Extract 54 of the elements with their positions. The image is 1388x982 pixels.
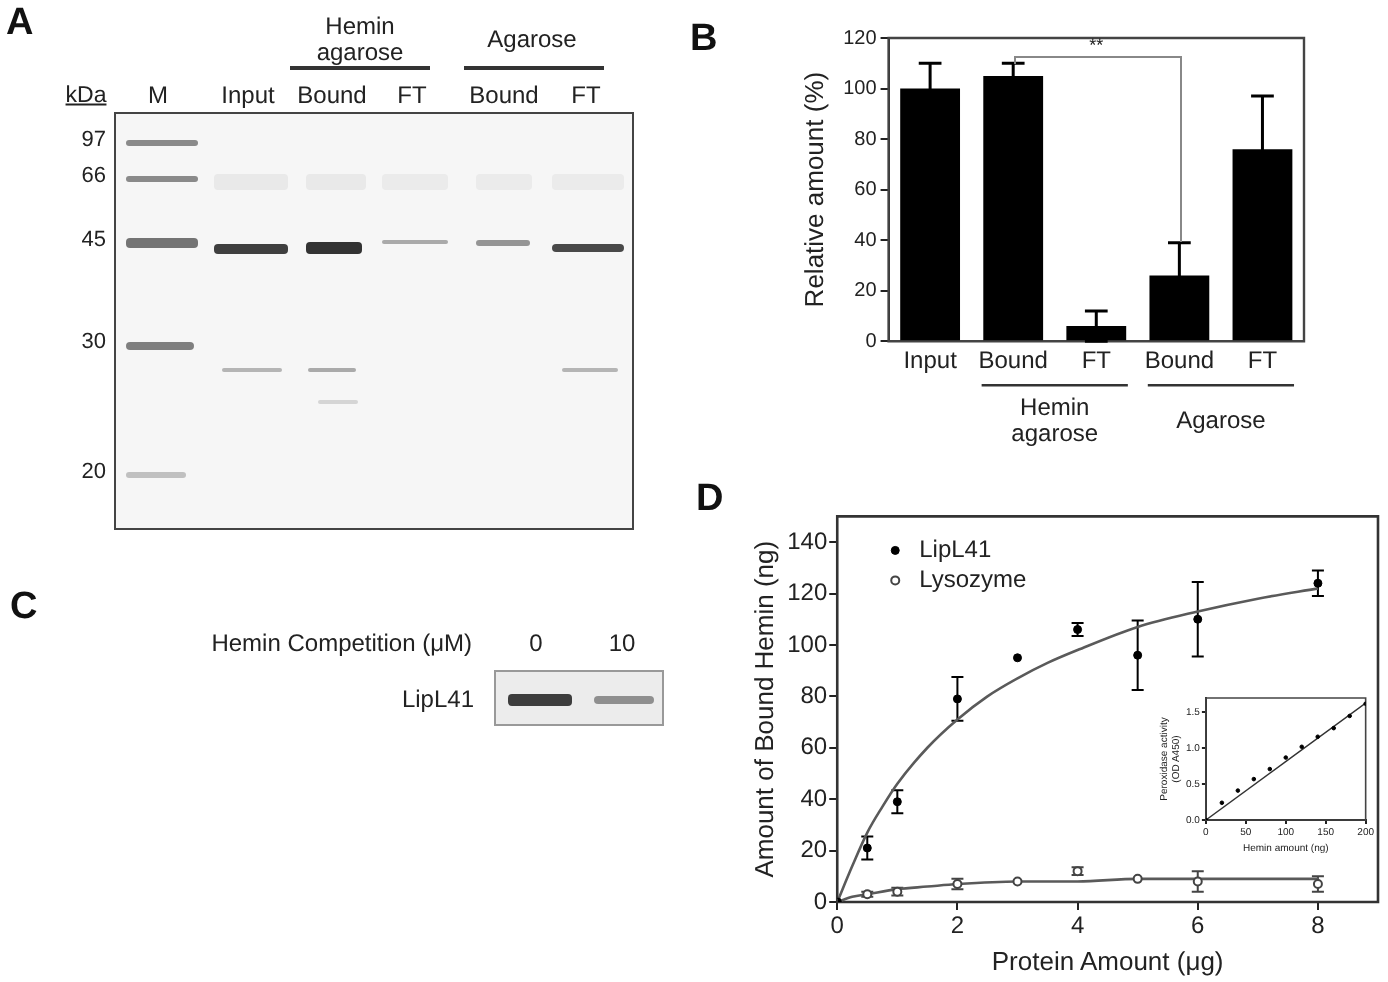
y-axis-title: Amount of Bound Hemin (ng) xyxy=(748,540,779,878)
text: LipL41 xyxy=(401,685,474,713)
text: 30 xyxy=(81,330,106,354)
category-label: FT xyxy=(571,81,601,109)
chart-title: B xyxy=(690,18,718,60)
text: 20 xyxy=(81,460,106,484)
y-tick-label: 80 xyxy=(854,128,878,151)
x-tick-label: FT xyxy=(1081,346,1113,375)
text: 97 xyxy=(81,128,106,152)
text: Agarose xyxy=(1176,405,1267,434)
category-label: Bound xyxy=(469,81,539,109)
y-tick-label: 120 xyxy=(843,27,878,50)
x-tick-label: Bound xyxy=(978,346,1048,375)
y-tick-label: 60 xyxy=(854,179,878,202)
category-label: Bound xyxy=(297,81,367,109)
annotation: ** xyxy=(1089,34,1105,55)
text: A xyxy=(6,2,34,44)
x-tick-label: Bound xyxy=(1144,346,1215,375)
text: Hemin agarose xyxy=(314,11,406,65)
y-tick-label: 40 xyxy=(800,783,828,812)
y-tick-label: 80 xyxy=(800,680,828,709)
x-tick-label: 2 xyxy=(950,911,965,940)
text: 45 xyxy=(81,228,106,252)
text: Agarose xyxy=(487,25,577,53)
y-tick-label: 100 xyxy=(787,629,828,658)
text: kDa xyxy=(65,83,107,109)
y-axis-title: Relative amount (%) xyxy=(798,71,829,308)
text: 66 xyxy=(81,164,106,188)
category-label: FT xyxy=(397,81,427,109)
category-label: 0 xyxy=(529,629,543,657)
category-label: M xyxy=(148,81,168,109)
y-tick-label: 100 xyxy=(843,78,878,101)
text: Hemin agarose xyxy=(1011,392,1099,447)
text: Hemin Competition (μM) xyxy=(211,629,472,657)
category-label: Input xyxy=(221,81,275,109)
text: C xyxy=(10,586,38,628)
x-tick-label: 6 xyxy=(1191,911,1206,940)
x-tick-label: 8 xyxy=(1311,911,1326,940)
x-tick-label: 4 xyxy=(1070,911,1085,940)
y-tick-label: 0 xyxy=(865,330,878,353)
y-tick-label: 20 xyxy=(854,280,878,303)
x-tick-label: FT xyxy=(1247,346,1279,375)
x-axis-title: Protein Amount (μg) xyxy=(991,945,1224,976)
legend-label: Lysozyme xyxy=(919,565,1028,594)
y-tick-label: 140 xyxy=(787,526,828,555)
y-tick-label: 120 xyxy=(787,578,828,607)
x-tick-label: Input xyxy=(903,346,959,375)
y-tick-label: 0 xyxy=(813,886,828,915)
y-tick-label: 40 xyxy=(854,229,878,252)
chart-title: D xyxy=(696,478,724,520)
y-tick-label: 20 xyxy=(800,835,828,864)
y-tick-label: 60 xyxy=(800,732,828,761)
category-label: 10 xyxy=(608,629,636,657)
legend-label: LipL41 xyxy=(919,535,992,564)
